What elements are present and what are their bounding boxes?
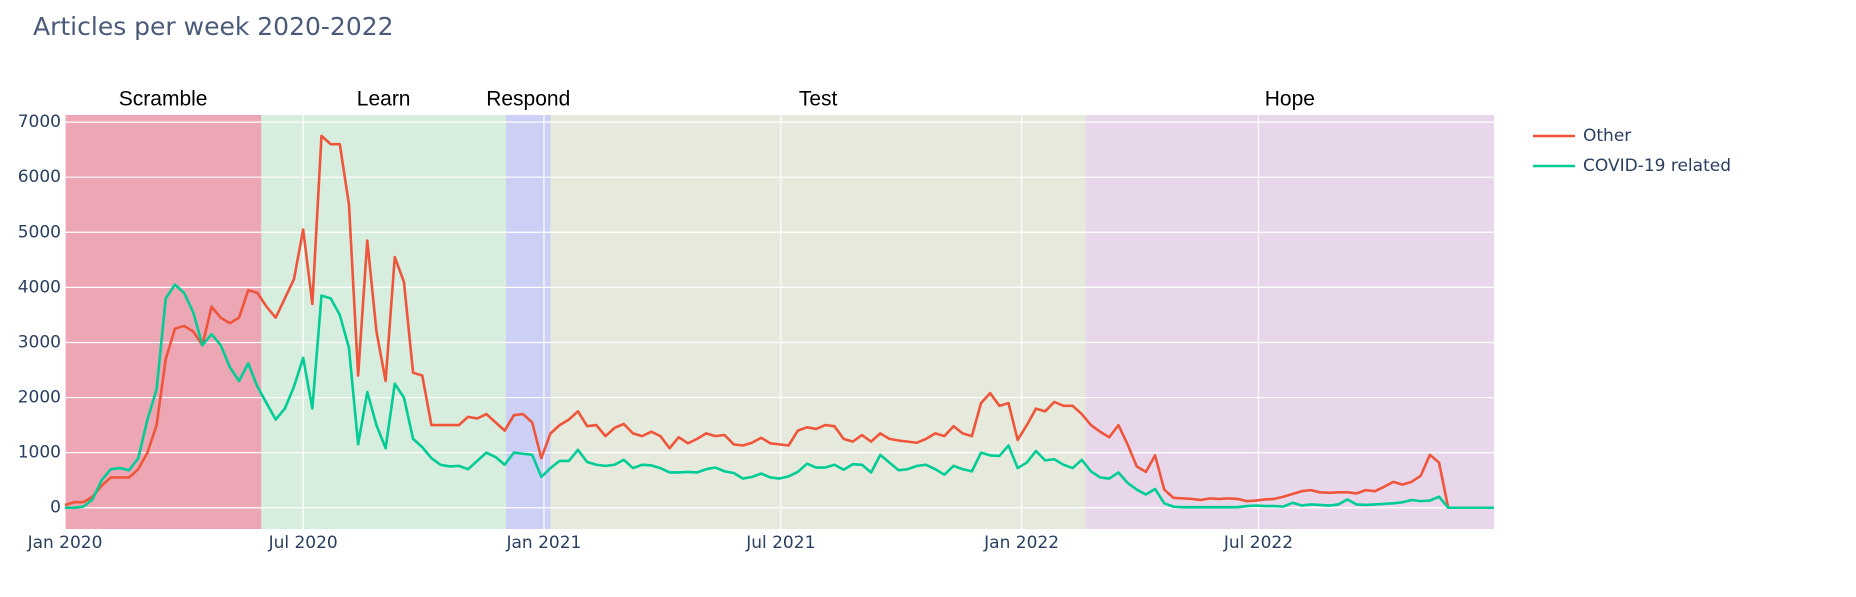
y-tick-label: 1000: [18, 443, 61, 463]
y-tick-label: 3000: [18, 332, 61, 352]
y-tick-label: 7000: [18, 112, 61, 132]
phase-band: [550, 115, 1086, 529]
x-tick-label: Jul 2022: [1223, 533, 1293, 553]
phase-label: Scramble: [119, 88, 208, 111]
x-tick-label: Jan 2020: [27, 533, 103, 553]
y-tick-label: 2000: [18, 388, 61, 408]
series-line: [65, 283, 1494, 510]
y-tick-label: 0: [50, 498, 61, 518]
y-tick-label: 6000: [18, 167, 61, 187]
x-tick-label: Jan 2021: [506, 533, 582, 553]
series-line: [64, 134, 1494, 510]
phase-label: Learn: [357, 88, 411, 111]
x-tick-label: Jul 2021: [745, 533, 815, 553]
y-tick-label: 4000: [18, 277, 61, 297]
phase-band: [261, 115, 507, 529]
x-tick-label: Jan 2022: [983, 533, 1059, 553]
chart-title: Articles per week 2020-2022: [33, 12, 394, 41]
phase-label: Hope: [1265, 88, 1315, 111]
x-tick-label: Jul 2020: [268, 533, 338, 553]
y-tick-label: 5000: [18, 222, 61, 242]
legend-label: COVID-19 related: [1583, 156, 1731, 176]
phase-band: [506, 115, 551, 529]
legend-label: Other: [1583, 126, 1631, 146]
phase-label: Respond: [486, 88, 570, 111]
phase-label: Test: [799, 88, 838, 111]
